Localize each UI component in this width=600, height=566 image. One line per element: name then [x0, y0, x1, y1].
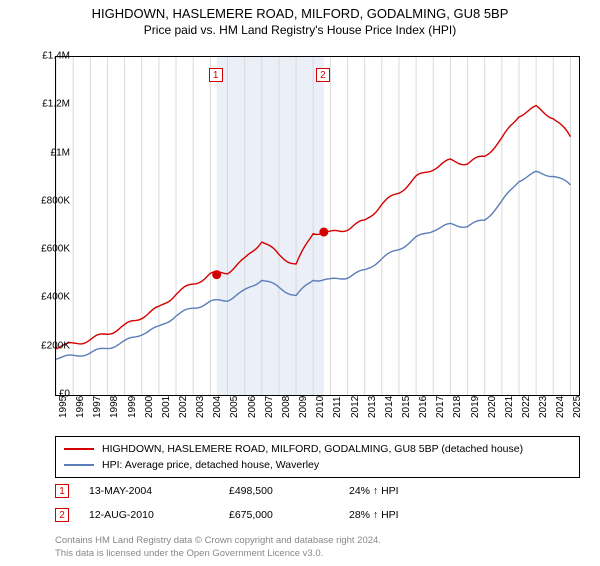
legend-swatch [64, 448, 94, 450]
x-tick-label: 2002 [178, 396, 189, 418]
sale-price: £675,000 [229, 509, 349, 521]
y-tick-label: £400K [25, 292, 70, 303]
x-tick-label: 1999 [127, 396, 138, 418]
x-tick-label: 2014 [384, 396, 395, 418]
sale-date: 13-MAY-2004 [89, 485, 229, 497]
sale-price: £498,500 [229, 485, 349, 497]
legend: HIGHDOWN, HASLEMERE ROAD, MILFORD, GODAL… [55, 436, 580, 478]
x-tick-label: 2007 [264, 396, 275, 418]
sale-flag: 2 [55, 508, 69, 522]
chart-title-2: Price paid vs. HM Land Registry's House … [0, 23, 600, 37]
sale-flag: 1 [55, 484, 69, 498]
footer: Contains HM Land Registry data © Crown c… [55, 535, 381, 560]
x-tick-label: 2015 [401, 396, 412, 418]
footer-line: This data is licensed under the Open Gov… [55, 548, 381, 560]
x-tick-label: 2009 [298, 396, 309, 418]
x-tick-label: 2003 [195, 396, 206, 418]
y-tick-label: £800K [25, 195, 70, 206]
x-tick-label: 2022 [521, 396, 532, 418]
plot-area [55, 56, 580, 396]
y-tick-label: £1.4M [25, 51, 70, 62]
x-tick-label: 2019 [470, 396, 481, 418]
x-tick-label: 2012 [350, 396, 361, 418]
x-tick-label: 2021 [504, 396, 515, 418]
y-tick-label: £1.2M [25, 99, 70, 110]
sale-pct: 24% ↑ HPI [349, 485, 469, 497]
x-tick-label: 2016 [418, 396, 429, 418]
x-tick-label: 2018 [452, 396, 463, 418]
x-tick-label: 1996 [75, 396, 86, 418]
sale-flag-marker: 1 [209, 68, 223, 82]
x-tick-label: 2013 [367, 396, 378, 418]
x-tick-label: 2023 [538, 396, 549, 418]
chart-title-1: HIGHDOWN, HASLEMERE ROAD, MILFORD, GODAL… [0, 6, 600, 21]
x-tick-label: 2008 [281, 396, 292, 418]
x-tick-label: 2010 [315, 396, 326, 418]
x-tick-label: 1998 [109, 396, 120, 418]
sale-row: 2 12-AUG-2010 £675,000 28% ↑ HPI [55, 508, 580, 522]
chart-container: HIGHDOWN, HASLEMERE ROAD, MILFORD, GODAL… [0, 6, 600, 566]
x-tick-label: 2025 [572, 396, 583, 418]
sale-row: 1 13-MAY-2004 £498,500 24% ↑ HPI [55, 484, 580, 498]
plot-svg [56, 57, 579, 395]
x-tick-label: 2001 [161, 396, 172, 418]
y-tick-label: £600K [25, 244, 70, 255]
x-tick-label: 2024 [555, 396, 566, 418]
x-tick-label: 2006 [247, 396, 258, 418]
x-tick-label: 2000 [144, 396, 155, 418]
legend-label: HIGHDOWN, HASLEMERE ROAD, MILFORD, GODAL… [102, 443, 523, 455]
x-tick-label: 2020 [487, 396, 498, 418]
legend-item: HPI: Average price, detached house, Wave… [64, 457, 571, 473]
legend-item: HIGHDOWN, HASLEMERE ROAD, MILFORD, GODAL… [64, 441, 571, 457]
y-tick-label: £1M [25, 147, 70, 158]
x-tick-label: 2011 [332, 396, 343, 418]
sale-pct: 28% ↑ HPI [349, 509, 469, 521]
legend-label: HPI: Average price, detached house, Wave… [102, 459, 319, 471]
x-tick-label: 2005 [229, 396, 240, 418]
y-tick-label: £200K [25, 340, 70, 351]
x-tick-label: 2017 [435, 396, 446, 418]
y-tick-label: £0 [25, 389, 70, 400]
sale-date: 12-AUG-2010 [89, 509, 229, 521]
legend-swatch [64, 464, 94, 466]
footer-line: Contains HM Land Registry data © Crown c… [55, 535, 381, 547]
x-tick-label: 2004 [212, 396, 223, 418]
x-tick-label: 1997 [92, 396, 103, 418]
sale-flag-marker: 2 [316, 68, 330, 82]
